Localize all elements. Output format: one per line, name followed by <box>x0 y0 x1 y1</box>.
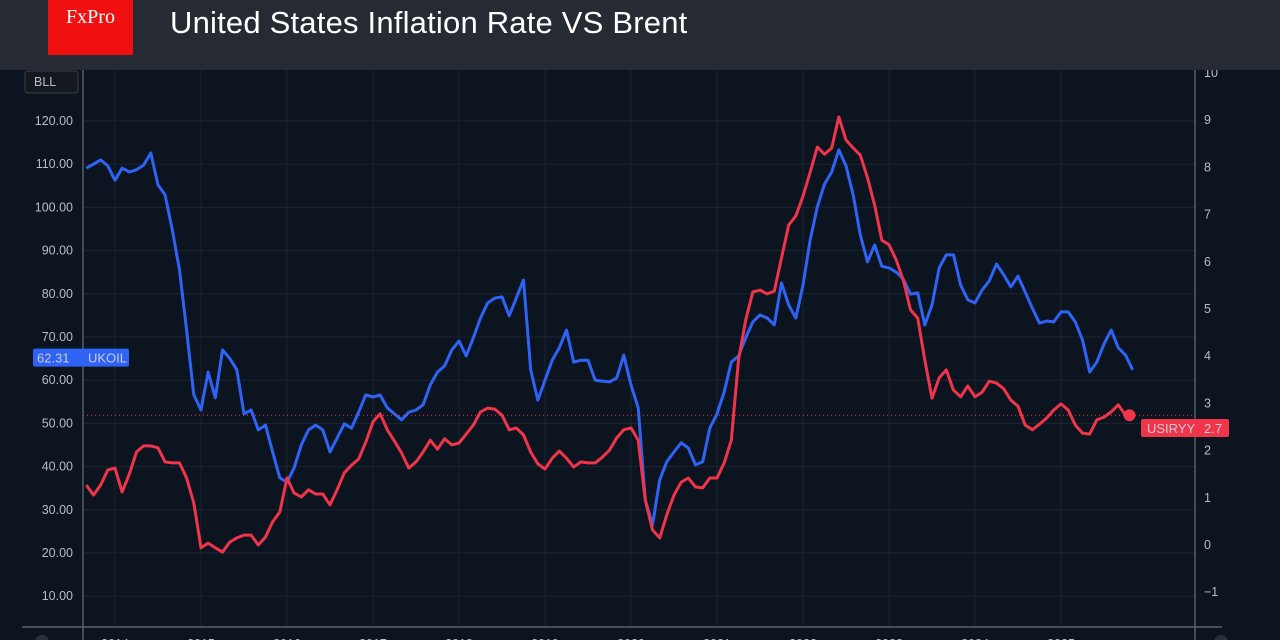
x-axis-tick: 2020 <box>617 637 645 640</box>
x-axis-tick: 2014 <box>101 637 129 640</box>
x-axis-tick: 2021 <box>703 637 731 640</box>
right-axis-tick: 9 <box>1204 113 1211 127</box>
grid <box>83 70 1195 627</box>
add-icon[interactable] <box>1214 635 1228 640</box>
x-axis-tick: 2025 <box>1047 637 1075 640</box>
left-axis-tick: 40.00 <box>42 460 73 474</box>
usiryy-value: 2.7 <box>1204 421 1222 436</box>
series-line-ukoil <box>85 148 1135 527</box>
chart[interactable]: 10.00 20.00 30.00 40.00 50.00 60.00 70.00 80.00… <box>0 70 1280 640</box>
right-axis-tick: 5 <box>1204 302 1211 316</box>
usiryy-label-box <box>1141 419 1229 437</box>
series-line-usiryy <box>85 115 1127 554</box>
symbol-label: BLL <box>34 75 56 89</box>
x-axis-tick: 2018 <box>445 637 473 640</box>
right-axis-tick: 3 <box>1204 396 1211 410</box>
x-axis-tick: 2015 <box>187 637 215 640</box>
right-axis-tick: 7 <box>1204 208 1211 222</box>
usiryy-name: USIRYY <box>1147 421 1195 436</box>
right-axis-tick: 0 <box>1204 538 1211 552</box>
last-value-dot <box>1123 409 1136 422</box>
axes: 10.00 20.00 30.00 40.00 50.00 60.00 70.00 80.00… <box>22 70 1228 640</box>
left-axis-tick: 110.00 <box>36 157 73 171</box>
ukoil-label-box <box>33 348 129 367</box>
fxpro-logo: FxPro <box>48 0 133 55</box>
ukoil-name: UKOIL <box>88 351 127 366</box>
tradingview-logo-icon <box>35 635 49 640</box>
ukoil-value: 62.31 <box>37 351 70 366</box>
symbol-box[interactable] <box>24 70 79 94</box>
left-axis-tick: 100.00 <box>35 200 73 214</box>
right-axis-tick: 10 <box>1204 70 1218 80</box>
right-axis-tick: 2 <box>1204 444 1211 458</box>
left-axis-tick: 50.00 <box>42 416 73 430</box>
x-axis-tick: 2022 <box>789 637 817 640</box>
left-axis-tick: 60.00 <box>42 373 73 387</box>
left-axis-tick: 20.00 <box>42 546 73 560</box>
right-axis-tick: 8 <box>1204 160 1211 174</box>
x-axis-tick: 2017 <box>359 637 387 640</box>
right-axis-tick: 4 <box>1204 349 1211 363</box>
left-axis-tick: 120.00 <box>35 114 73 128</box>
left-axis-tick: 30.00 <box>42 503 73 517</box>
x-axis-tick: 2016 <box>273 637 301 640</box>
x-axis-tick: 2019 <box>531 637 559 640</box>
left-axis-tick: 90.00 <box>42 244 73 258</box>
labels: USIRYY 2.7 62.31 UKOIL <box>33 348 1229 437</box>
left-axis-tick: 70.00 <box>42 330 73 344</box>
right-axis-tick: −1 <box>1204 585 1218 599</box>
x-axis-tick: 2024 <box>961 637 989 640</box>
series <box>83 115 1195 554</box>
left-axis-tick: 80.00 <box>42 287 73 301</box>
page-title: United States Inflation Rate VS Brent <box>170 5 688 40</box>
right-axis-tick: 1 <box>1204 491 1211 505</box>
header: FxPro United States Inflation Rate VS Br… <box>0 0 1280 70</box>
left-axis-tick: 10.00 <box>42 589 73 603</box>
right-axis-tick: 6 <box>1204 255 1211 269</box>
x-axis-tick: 2023 <box>875 637 903 640</box>
